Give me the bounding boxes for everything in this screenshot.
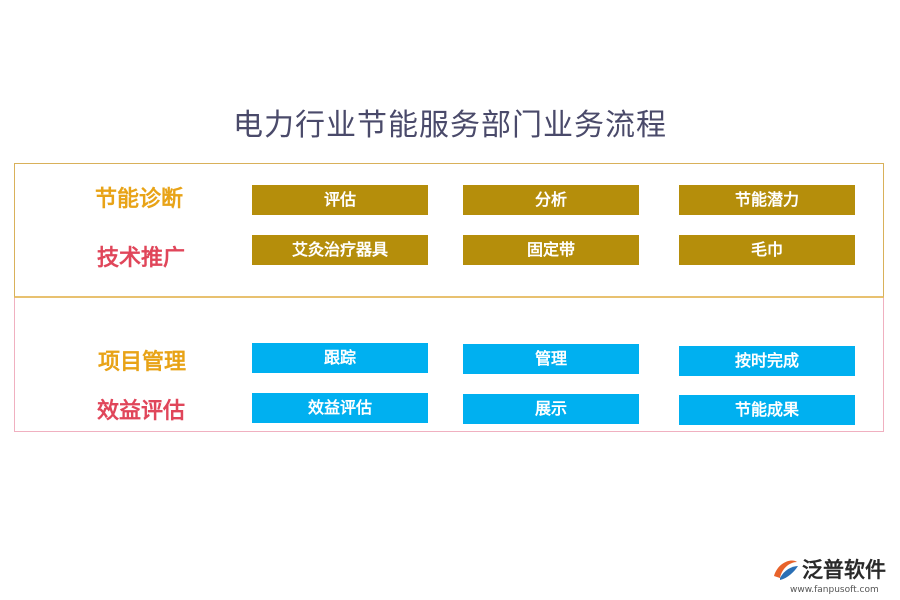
bottom-panel — [14, 298, 884, 432]
brand-logo: 泛普软件 www.fanpusoft.com — [770, 552, 894, 596]
step-box: 管理 — [463, 344, 639, 374]
step-box: 毛巾 — [679, 235, 855, 265]
step-box: 评估 — [252, 185, 428, 215]
step-box: 跟踪 — [252, 343, 428, 373]
step-box: 艾灸治疗器具 — [252, 235, 428, 265]
row-label-promotion: 技术推广 — [97, 245, 186, 271]
top-panel — [14, 163, 884, 298]
step-box: 节能潜力 — [679, 185, 855, 215]
step-box: 展示 — [463, 394, 639, 424]
row-label-project: 项目管理 — [98, 349, 187, 375]
step-box: 固定带 — [463, 235, 639, 265]
row-label-diagnosis: 节能诊断 — [95, 186, 184, 212]
brand-url: www.fanpusoft.com — [790, 585, 879, 595]
diagram-title: 电力行业节能服务部门业务流程 — [233, 108, 667, 143]
step-box: 节能成果 — [679, 395, 855, 425]
step-box: 按时完成 — [679, 346, 855, 376]
fanpu-logo-icon — [774, 560, 798, 580]
brand-name: 泛普软件 — [802, 558, 886, 582]
step-box: 分析 — [463, 185, 639, 215]
step-box: 效益评估 — [252, 393, 428, 423]
row-label-benefit: 效益评估 — [97, 398, 186, 424]
